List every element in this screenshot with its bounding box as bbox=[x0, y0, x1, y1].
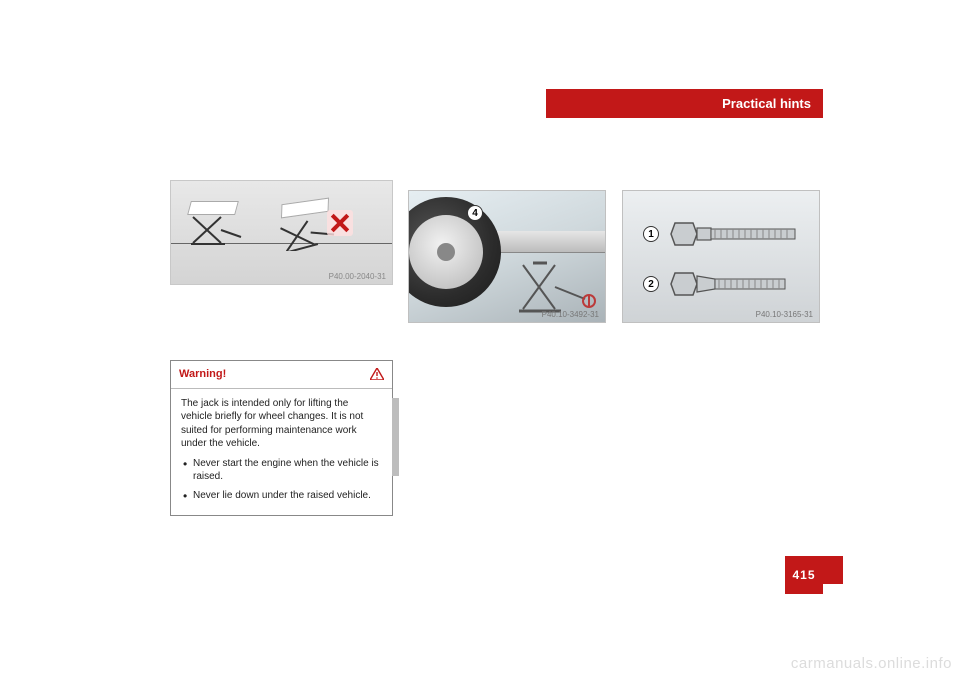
figure-wheel-bolts: 1 2 bbox=[622, 190, 820, 323]
warning-triangle-icon bbox=[370, 368, 384, 380]
watermark: carmanuals.online.info bbox=[791, 655, 952, 672]
jack-bad-plate bbox=[281, 198, 329, 219]
page-edge-strip bbox=[823, 556, 843, 584]
warning-text: The jack is intended only for lifting th… bbox=[181, 397, 382, 451]
figure-wheel-jack: 4 P40.10-3492-31 bbox=[408, 190, 606, 323]
figure-jack-ground: P40.00-2040-31 bbox=[170, 180, 393, 285]
jack-ok-icon bbox=[191, 215, 243, 247]
figure1-ref: P40.00-2040-31 bbox=[329, 272, 386, 281]
bolt-type1-icon bbox=[667, 219, 807, 249]
warning-title: Warning! bbox=[179, 367, 226, 382]
warning-side-tab bbox=[392, 398, 399, 476]
section-header: Practical hints bbox=[546, 89, 823, 118]
jack-ok-plate bbox=[187, 201, 239, 215]
section-title: Practical hints bbox=[722, 96, 811, 111]
page-number: 415 bbox=[792, 568, 815, 582]
warning-body: The jack is intended only for lifting th… bbox=[171, 389, 392, 516]
figure3-ref: P40.10-3165-31 bbox=[756, 310, 813, 319]
bolt-type2-icon bbox=[667, 269, 807, 299]
callout-4: 4 bbox=[467, 205, 483, 221]
figure2-ref: P40.10-3492-31 bbox=[542, 310, 599, 319]
bolt-row-1: 1 bbox=[643, 219, 807, 249]
hub-icon bbox=[437, 243, 455, 261]
page-number-box: 415 bbox=[785, 556, 823, 594]
warning-header: Warning! bbox=[171, 361, 392, 389]
callout-2: 2 bbox=[643, 276, 659, 292]
car-sill bbox=[486, 231, 606, 253]
warning-item: Never start the engine when the vehicle … bbox=[181, 457, 382, 484]
bolt-row-2: 2 bbox=[643, 269, 807, 299]
callout-1: 1 bbox=[643, 226, 659, 242]
jack-under-car-icon bbox=[519, 259, 599, 315]
warning-item: Never lie down under the raised vehicle. bbox=[181, 489, 382, 503]
warning-box: Warning! The jack is intended only for l… bbox=[170, 360, 393, 516]
incorrect-cross-icon bbox=[327, 210, 353, 236]
